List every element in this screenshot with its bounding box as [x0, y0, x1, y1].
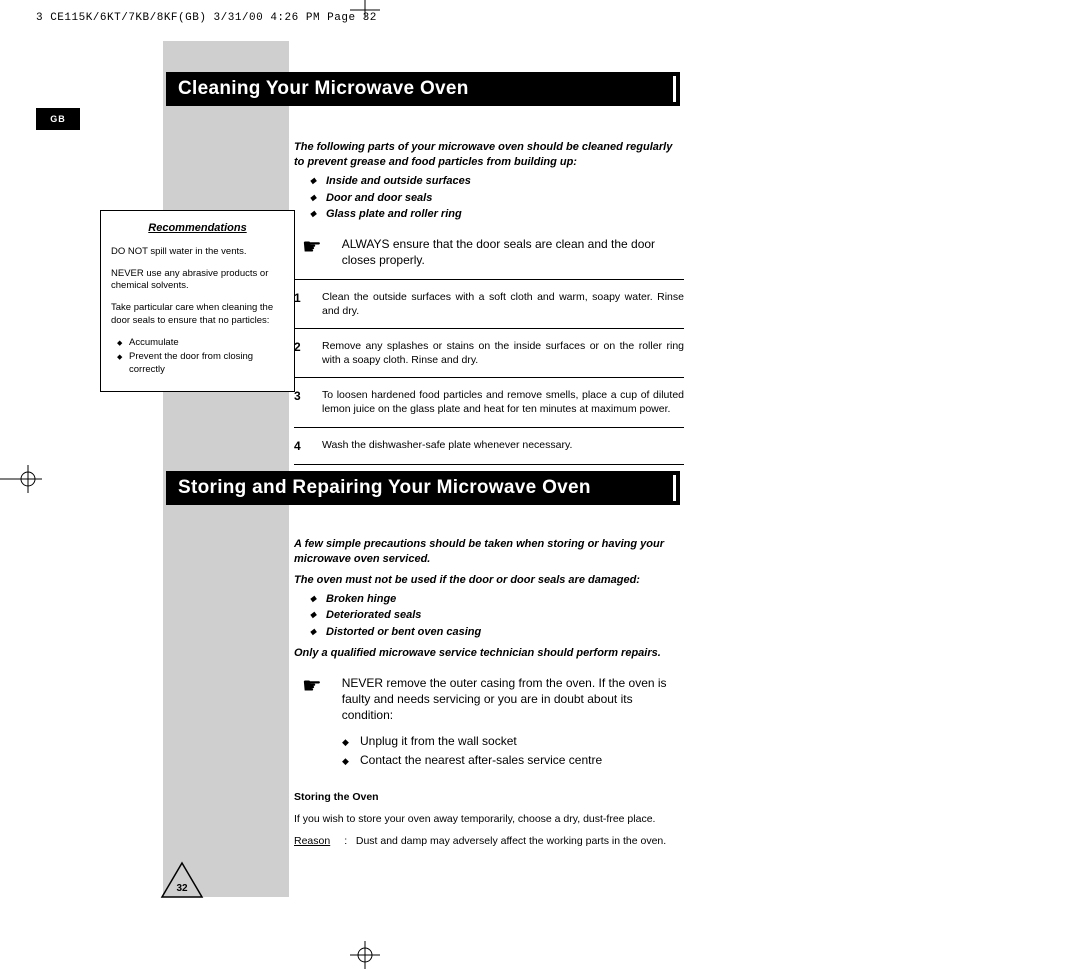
- divider: [294, 279, 684, 280]
- recs-bullet: Prevent the door from closing correctly: [111, 351, 284, 377]
- divider: [294, 464, 684, 465]
- section2-intro1: A few simple precautions should be taken…: [294, 537, 684, 567]
- list-item: Contact the nearest after-sales service …: [332, 752, 684, 768]
- step-text: Wash the dishwasher-safe plate whenever …: [322, 438, 684, 454]
- section2-bullets: Broken hinge Deteriorated seals Distorte…: [294, 592, 684, 641]
- reason-label: Reason: [294, 835, 330, 847]
- cropmark-top: [350, 0, 380, 28]
- list-item: Deteriorated seals: [294, 608, 684, 623]
- step-text: To loosen hardened food particles and re…: [322, 388, 684, 416]
- section1-intro: The following parts of your microwave ov…: [294, 140, 684, 170]
- recommendations-title: Recommendations: [111, 221, 284, 236]
- cropmark-bottom: [350, 931, 380, 969]
- section2-intro3: Only a qualified microwave service techn…: [294, 646, 684, 661]
- grey-sidebar: [163, 41, 289, 897]
- pointing-hand-icon: ☛: [302, 675, 322, 697]
- list-item: Distorted or bent oven casing: [294, 625, 684, 640]
- recs-p3: Take particular care when cleaning the d…: [111, 302, 284, 328]
- divider: [294, 377, 684, 378]
- section1-bullets: Inside and outside surfaces Door and doo…: [294, 174, 684, 223]
- section-title: Storing and Repairing Your Microwave Ove…: [168, 473, 678, 503]
- step-row: 3 To loosen hardened food particles and …: [294, 388, 684, 416]
- list-item: Door and door seals: [294, 191, 684, 206]
- recs-p1: DO NOT spill water in the vents.: [111, 246, 284, 259]
- step-row: 1 Clean the outside surfaces with a soft…: [294, 290, 684, 318]
- storing-subtitle: Storing the Oven: [294, 790, 684, 804]
- storing-text: If you wish to store your oven away temp…: [294, 812, 684, 826]
- section2-intro2: The oven must not be used if the door or…: [294, 573, 684, 588]
- section-title: Cleaning Your Microwave Oven: [168, 74, 678, 104]
- recs-p2: NEVER use any abrasive products or chemi…: [111, 268, 284, 294]
- document-header-meta: 3 CE115K/6KT/7KB/8KF(GB) 3/31/00 4:26 PM…: [36, 12, 377, 24]
- pointing-hand-icon: ☛: [302, 236, 322, 258]
- recs-bullets: Accumulate Prevent the door from closing…: [111, 337, 284, 376]
- section2-hand-bullets: Unplug it from the wall socket Contact t…: [332, 733, 684, 767]
- hand-note-row: ☛ NEVER remove the outer casing from the…: [294, 675, 684, 724]
- reason-text: Dust and damp may adversely affect the w…: [356, 835, 666, 847]
- recs-bullet: Accumulate: [111, 337, 284, 350]
- step-number: 3: [294, 388, 322, 416]
- hand-note-text: ALWAYS ensure that the door seals are cl…: [342, 236, 684, 268]
- step-number: 4: [294, 438, 322, 454]
- step-number: 2: [294, 339, 322, 367]
- step-text: Clean the outside surfaces with a soft c…: [322, 290, 684, 318]
- section-header-cleaning: Cleaning Your Microwave Oven: [166, 72, 680, 106]
- step-row: 4 Wash the dishwasher-safe plate wheneve…: [294, 438, 684, 454]
- step-number: 1: [294, 290, 322, 318]
- list-item: Glass plate and roller ring: [294, 207, 684, 222]
- reason-row: Reason: Dust and damp may adversely affe…: [294, 834, 684, 848]
- recommendations-box: Recommendations DO NOT spill water in th…: [100, 210, 295, 392]
- section2-body: A few simple precautions should be taken…: [294, 537, 684, 848]
- section1-body: The following parts of your microwave ov…: [294, 140, 684, 475]
- language-badge: GB: [36, 108, 80, 130]
- step-text: Remove any splashes or stains on the ins…: [322, 339, 684, 367]
- list-item: Broken hinge: [294, 592, 684, 607]
- page-number-marker: 32: [160, 861, 204, 899]
- cropmark-left: [0, 459, 42, 499]
- hand-note-text: NEVER remove the outer casing from the o…: [342, 675, 684, 724]
- section-header-storing: Storing and Repairing Your Microwave Ove…: [166, 471, 680, 505]
- divider: [294, 328, 684, 329]
- divider: [294, 427, 684, 428]
- step-row: 2 Remove any splashes or stains on the i…: [294, 339, 684, 367]
- hand-note-row: ☛ ALWAYS ensure that the door seals are …: [294, 236, 684, 268]
- list-item: Unplug it from the wall socket: [332, 733, 684, 749]
- page-number: 32: [160, 883, 204, 894]
- list-item: Inside and outside surfaces: [294, 174, 684, 189]
